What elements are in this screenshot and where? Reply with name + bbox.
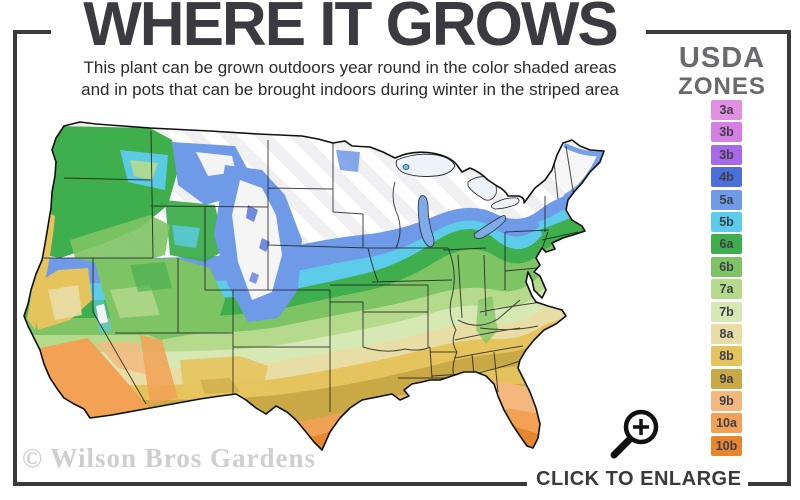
legend-chip-3b-1: 3b [711, 122, 742, 143]
subtitle-line-2: and in pots that can be brought indoors … [81, 80, 619, 100]
frame-border-bottom-left [13, 482, 527, 486]
frame-border-top-left [13, 30, 51, 34]
legend-chip-7b-9: 7b [711, 301, 742, 322]
magnifier-plus-icon[interactable] [604, 404, 668, 466]
legend-chip-10b-15: 10b [711, 435, 742, 456]
legend-chip-5a-4: 5a [711, 189, 742, 210]
legend-chip-8b-11: 8b [711, 346, 742, 367]
frame-border-bottom-right [748, 482, 791, 486]
legend-chip-3a-0: 3a [711, 100, 742, 120]
legend-title-usda: USDA [678, 42, 766, 74]
zone-legend: 3a 3b 3b 4b 5a 5b 6a 6b 7a 7b 8a 8b 9a 9b 10a 10b [711, 100, 742, 456]
watermark: © Wilson Bros Gardens [22, 443, 316, 473]
frame-border-left [13, 30, 17, 486]
legend-chip-4b-3: 4b [711, 167, 742, 188]
legend-chip-3b-2: 3b [711, 144, 742, 165]
frame-border-right [787, 30, 791, 486]
legend-chip-5b-5: 5b [711, 211, 742, 232]
legend-chip-7a-8: 7a [711, 279, 742, 300]
legend-chip-6a-6: 6a [711, 234, 742, 255]
legend-title-zones: ZONES [678, 73, 766, 100]
legend-title: USDA ZONES [660, 44, 784, 99]
subtitle: This plant can be grown outdoors year ro… [40, 57, 660, 102]
legend-chip-6b-7: 6b [711, 256, 742, 277]
legend-chip-10a-14: 10a [711, 413, 742, 434]
frame-border-top-right [646, 30, 791, 34]
page-title: WHERE IT GROWS [83, 0, 618, 59]
legend-chip-8a-10: 8a [711, 323, 742, 344]
legend-chip-9b-13: 9b [711, 391, 742, 412]
legend-chip-9a-12: 9a [711, 368, 742, 389]
click-to-enlarge-label[interactable]: CLICK TO ENLARGE [536, 468, 742, 490]
subtitle-line-1: This plant can be grown outdoors year ro… [83, 58, 617, 77]
